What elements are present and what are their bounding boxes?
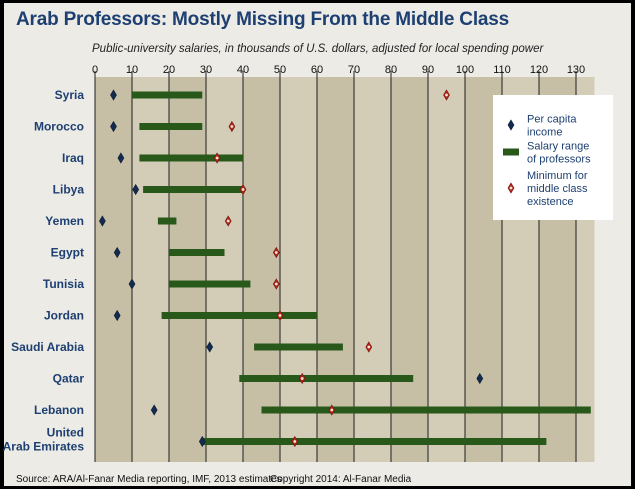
country-label: Saudi Arabia <box>11 340 84 354</box>
legend-label: Per capita <box>527 114 577 126</box>
x-tick-label: 20 <box>163 64 175 76</box>
legend-label: Salary range <box>527 141 589 153</box>
country-label: United <box>47 426 84 440</box>
per-capita-marker <box>150 404 158 416</box>
legend-salary-swatch <box>503 148 519 156</box>
salary-range-bar <box>169 249 225 256</box>
per-capita-marker <box>110 89 117 101</box>
country-label: Iraq <box>62 151 84 165</box>
middle-class-marker <box>239 183 247 196</box>
source-note: Source: ARA/Al-Fanar Media reporting, IM… <box>16 474 282 485</box>
legend-label: income <box>527 127 562 139</box>
x-tick-label: 120 <box>530 64 548 76</box>
grid-band <box>428 77 465 462</box>
salary-range-bar <box>157 217 177 225</box>
grid-band <box>132 77 169 462</box>
x-tick-label: 80 <box>385 64 397 76</box>
country-label: Syria <box>55 88 85 102</box>
x-tick-label: 90 <box>422 64 434 76</box>
x-tick-label: 50 <box>274 64 286 76</box>
country-label: Yemen <box>45 214 84 228</box>
per-capita-marker <box>117 152 125 164</box>
per-capita-marker <box>128 278 136 290</box>
grid-band <box>280 77 317 462</box>
legend-box <box>493 95 613 220</box>
salary-range-bar <box>254 343 343 351</box>
x-tick-label: 110 <box>493 64 511 76</box>
middle-class-marker <box>276 309 284 322</box>
middle-class-marker <box>298 372 306 385</box>
salary-range-bar <box>161 312 317 319</box>
middle-class-marker <box>443 89 450 101</box>
legend-label: Minimum for <box>527 170 588 182</box>
per-capita-marker <box>113 246 121 259</box>
country-label: Jordan <box>44 309 84 323</box>
country-label: Morocco <box>34 120 84 134</box>
x-tick-label: 40 <box>237 64 249 76</box>
salary-range-bar <box>261 406 591 414</box>
middle-class-marker <box>272 246 280 259</box>
legend-label: of professors <box>527 154 591 166</box>
salary-range-bar <box>202 438 547 445</box>
per-capita-marker <box>476 372 484 385</box>
grid-band <box>206 77 243 462</box>
per-capita-marker <box>132 183 140 196</box>
country-label: Lebanon <box>34 403 84 417</box>
middle-class-marker <box>291 435 299 448</box>
salary-range-bar <box>132 91 203 99</box>
country-label: Arab Emirates <box>3 440 85 454</box>
x-tick-label: 70 <box>348 64 360 76</box>
middle-class-marker <box>228 120 236 133</box>
x-tick-label: 130 <box>567 64 585 76</box>
x-tick-label: 10 <box>126 64 138 76</box>
x-tick-label: 60 <box>311 64 323 76</box>
country-label: Tunisia <box>43 277 84 291</box>
legend-middle-class-marker <box>507 182 515 194</box>
salary-range-bar <box>143 186 243 193</box>
chart-title: Arab Professors: Mostly Missing From the… <box>16 9 510 30</box>
salary-range-bar <box>139 154 243 162</box>
middle-class-marker <box>224 215 232 227</box>
salary-range-bar <box>169 280 251 288</box>
country-label: Qatar <box>53 372 85 386</box>
legend-per-capita-marker <box>507 119 515 131</box>
x-tick-label: 30 <box>200 64 212 76</box>
salary-range-bar <box>139 123 203 130</box>
middle-class-marker <box>365 341 373 353</box>
per-capita-marker <box>99 215 106 227</box>
per-capita-marker <box>113 309 121 322</box>
per-capita-marker <box>198 435 206 448</box>
per-capita-marker <box>206 341 214 353</box>
copyright-note: Copyright 2014: Al-Fanar Media <box>270 474 412 485</box>
chart-subtitle: Public-university salaries, in thousands… <box>92 43 544 55</box>
per-capita-marker <box>110 120 117 133</box>
x-tick-label: 0 <box>92 64 98 76</box>
middle-class-marker <box>328 404 336 416</box>
x-tick-label: 100 <box>456 64 474 76</box>
middle-class-marker <box>213 152 221 164</box>
middle-class-marker <box>272 278 280 290</box>
legend-label: middle class <box>527 183 588 195</box>
country-label: Libya <box>53 183 85 197</box>
legend-label: existence <box>527 196 573 208</box>
country-label: Egypt <box>51 246 84 260</box>
grid-band <box>354 77 391 462</box>
salary-range-bar <box>239 375 414 382</box>
